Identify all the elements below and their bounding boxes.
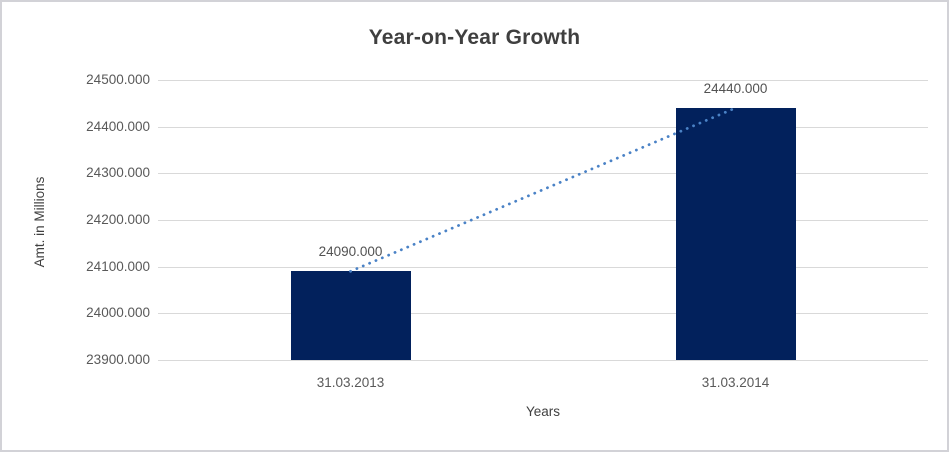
- y-axis-title: Amt. in Millions: [32, 176, 47, 268]
- chart-title: Year-on-Year Growth: [368, 26, 581, 49]
- gridline: [158, 173, 928, 175]
- y-axis-tick-label: 24400.000: [86, 118, 150, 134]
- gridline: [158, 80, 928, 81]
- y-axis-tick-label: 24000.000: [86, 305, 150, 321]
- gridline: [158, 313, 928, 315]
- x-axis-tick-label: 31.03.2013: [316, 375, 385, 390]
- y-axis-tick-label: 24500.000: [86, 72, 150, 87]
- gridline: [158, 220, 928, 221]
- data-label: 24440.000: [703, 81, 768, 96]
- x-axis-tick-label: 31.03.2014: [701, 375, 770, 390]
- y-axis-tick-label: 24300.000: [86, 165, 150, 181]
- gridline: [158, 126, 928, 128]
- y-axis-tick-label: 24100.000: [86, 258, 150, 274]
- data-label: 24090.000: [318, 244, 383, 260]
- x-axis-title: Years: [525, 404, 561, 419]
- y-axis-tick-label: 23900.000: [86, 352, 150, 367]
- bar: [290, 271, 411, 360]
- bar: [675, 108, 796, 360]
- y-axis-tick-label: 24200.000: [86, 212, 150, 227]
- gridline: [158, 360, 928, 361]
- gridline: [158, 266, 928, 268]
